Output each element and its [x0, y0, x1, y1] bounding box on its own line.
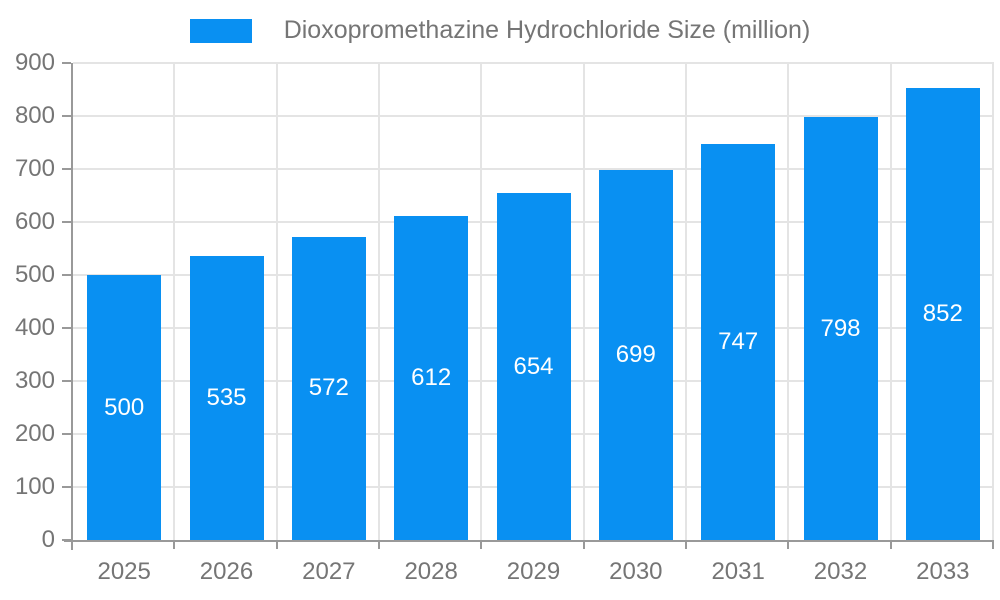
v-gridline — [582, 63, 585, 540]
y-axis-label: 700 — [14, 155, 55, 182]
bar[interactable] — [87, 275, 162, 540]
y-axis-label: 800 — [14, 102, 55, 129]
y-axis-label: 400 — [14, 314, 55, 341]
bar-value-label: 654 — [513, 352, 554, 380]
bar[interactable] — [189, 256, 264, 540]
h-gridline — [73, 62, 994, 64]
plot-area: 0 100 200 300 400 500 600 700 800 900 500 2025 535 20… — [15, 49, 994, 585]
x-axis-label: 2028 — [404, 558, 458, 585]
v-gridline — [480, 63, 483, 540]
v-gridline — [992, 63, 994, 540]
bar-value-label: 798 — [820, 314, 861, 342]
legend-swatch — [189, 18, 252, 43]
x-axis-tick — [787, 540, 790, 549]
x-axis-label: 2027 — [302, 558, 356, 585]
y-axis-tick — [62, 221, 71, 223]
x-axis-tick — [685, 540, 687, 549]
x-axis-label: 2026 — [199, 558, 254, 585]
y-axis-label: 300 — [14, 367, 55, 394]
bar[interactable] — [701, 144, 776, 540]
x-axis-label: 2031 — [711, 558, 765, 585]
legend-label: Dioxopromethazine Hydrochloride Size (mi… — [283, 16, 811, 44]
bar[interactable] — [598, 169, 673, 540]
bar[interactable] — [291, 236, 366, 540]
x-axis-label: 2032 — [813, 558, 868, 585]
y-axis-label: 900 — [14, 49, 55, 76]
v-gridline — [275, 63, 278, 540]
bar[interactable] — [905, 88, 980, 540]
v-gridline — [685, 63, 687, 540]
x-axis-tick — [173, 540, 176, 549]
y-axis-tick — [62, 327, 71, 329]
y-axis-tick — [62, 539, 71, 541]
y-axis-label: 100 — [14, 473, 55, 500]
y-axis-tick — [62, 115, 71, 117]
y-axis-tick — [62, 62, 71, 64]
x-axis-label: 2025 — [97, 558, 151, 585]
bar-value-label: 747 — [718, 328, 759, 356]
bar-value-label: 699 — [615, 340, 656, 368]
v-gridline — [378, 63, 380, 540]
x-axis-tick — [992, 540, 994, 549]
legend[interactable]: Dioxopromethazine Hydrochloride Size (mi… — [0, 16, 1000, 45]
x-axis-tick — [480, 540, 483, 549]
bar-value-label: 572 — [308, 374, 349, 402]
x-axis-tick — [378, 540, 380, 549]
h-gridline — [73, 168, 994, 170]
v-gridline — [889, 63, 892, 540]
y-axis-label: 500 — [14, 261, 55, 288]
bar-value-label: 612 — [411, 363, 452, 391]
y-axis-tick — [62, 486, 71, 488]
bar-value-label: 535 — [206, 384, 247, 412]
y-axis-tick — [62, 168, 71, 170]
y-axis-line — [71, 63, 73, 550]
y-axis-label: 600 — [14, 208, 55, 235]
x-axis-label: 2030 — [609, 558, 663, 585]
x-axis-line — [64, 540, 994, 542]
v-gridline — [173, 63, 176, 540]
x-axis-tick — [889, 540, 892, 549]
x-axis-tick — [582, 540, 585, 549]
x-axis-tick — [275, 540, 278, 549]
bar-value-label: 500 — [104, 393, 145, 421]
x-axis-label: 2033 — [916, 558, 970, 585]
bar[interactable] — [496, 193, 571, 540]
bar[interactable] — [803, 117, 878, 540]
y-axis-label: 200 — [14, 420, 55, 447]
y-axis-tick — [62, 433, 71, 435]
x-axis-label: 2029 — [506, 558, 561, 585]
bar[interactable] — [394, 215, 469, 540]
y-axis-tick — [62, 380, 71, 382]
bar-value-label: 852 — [922, 300, 963, 328]
x-axis-tick — [71, 540, 73, 549]
y-axis-tick — [62, 274, 71, 276]
y-axis-label: 0 — [41, 526, 55, 553]
v-gridline — [787, 63, 790, 540]
h-gridline — [73, 115, 994, 117]
